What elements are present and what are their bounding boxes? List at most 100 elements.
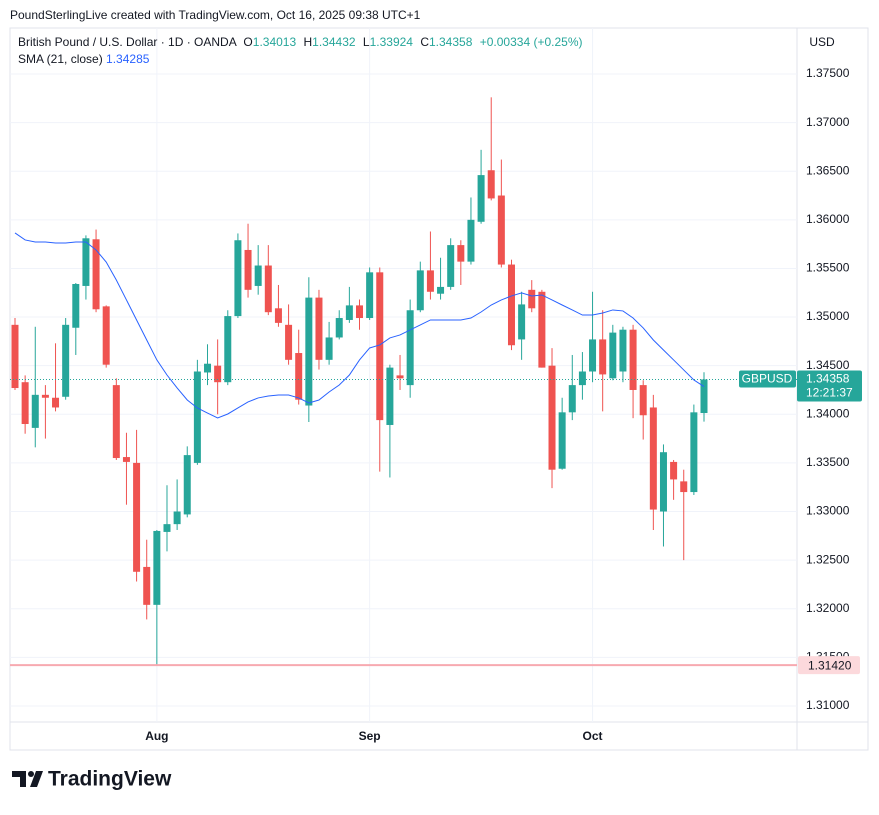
candle-body	[52, 397, 60, 408]
candle-body	[578, 371, 586, 386]
candle-body	[670, 461, 678, 480]
candle-body	[528, 289, 536, 309]
price-tag	[797, 370, 862, 402]
change: +0.00334 (+0.25%)	[480, 35, 583, 49]
l-value: 1.33924	[370, 35, 414, 49]
candle-body	[416, 270, 424, 311]
candle-body	[295, 353, 303, 400]
candle-body	[214, 365, 222, 383]
chart-frame	[9, 27, 869, 751]
candle-body	[72, 283, 80, 328]
y-tick-label: 1.36500	[806, 163, 850, 177]
candle-body	[639, 385, 647, 416]
legend-line: British Pound / U.S. Dollar · 1D · OANDA…	[18, 35, 582, 49]
c-label: C	[420, 35, 429, 49]
candle-body	[406, 310, 414, 386]
logo-text: TradingView	[48, 768, 172, 791]
candle-body	[396, 375, 404, 379]
y-tick-label: 1.34000	[806, 406, 850, 420]
y-tick-label: 1.37000	[806, 115, 850, 129]
candle-body	[589, 339, 597, 372]
candle-body	[548, 365, 556, 470]
candle-body	[457, 245, 465, 262]
title: British Pound / U.S. Dollar · 1D · OANDA	[18, 35, 237, 49]
candle-body	[11, 324, 19, 389]
candle-body	[82, 238, 90, 286]
logo-icon	[12, 771, 43, 787]
candle-body	[568, 385, 576, 413]
candle-body	[649, 407, 657, 510]
y-tick-label: 1.37500	[806, 66, 850, 80]
plot	[11, 97, 708, 666]
candle-body	[659, 452, 667, 512]
candle-body	[21, 382, 29, 425]
candle-body	[690, 412, 698, 493]
candle-body	[426, 270, 434, 292]
o-value: 1.34013	[253, 35, 297, 49]
sma-name: SMA (21, close)	[18, 52, 103, 66]
attribution: PoundSterlingLive created with TradingVi…	[10, 8, 421, 22]
level-tag	[798, 656, 860, 675]
symbol-tag	[739, 370, 796, 388]
candle-body	[62, 324, 70, 397]
currency: USD	[809, 35, 835, 49]
candle-body	[315, 297, 323, 360]
y-tick-label: 1.34500	[806, 358, 850, 372]
candle-body	[285, 324, 293, 360]
grid	[10, 28, 797, 722]
sma-value: 1.34285	[106, 52, 150, 66]
candle-body	[153, 530, 161, 605]
c-value: 1.34358	[429, 35, 473, 49]
candle-body	[305, 297, 313, 406]
candle-body	[173, 511, 181, 525]
candle-body	[254, 265, 262, 286]
x-tick-label: Oct	[583, 729, 603, 743]
candle-body	[204, 363, 212, 373]
candle-body	[487, 170, 495, 199]
candle-body	[366, 272, 374, 319]
y-tick-label: 1.32500	[806, 552, 850, 566]
y-tick-label: 1.36000	[806, 212, 850, 226]
candle-body	[356, 305, 363, 319]
candle-body	[133, 462, 141, 572]
candle-body	[680, 481, 688, 493]
candle-body	[92, 239, 100, 310]
candle-body	[244, 249, 252, 290]
price-label: 1.34358	[806, 372, 850, 386]
candle-body	[264, 265, 272, 313]
logo: TradingView	[12, 768, 172, 791]
candle-body	[183, 455, 191, 515]
symbol-label: GBPUSD	[742, 372, 793, 386]
x-tick-label: Aug	[145, 729, 168, 743]
candle-body	[700, 379, 708, 414]
candle-body	[558, 412, 566, 469]
overlay: 1.310001.315001.320001.325001.330001.335…	[10, 66, 862, 743]
sma-line	[14, 232, 705, 419]
candle-body	[447, 245, 455, 287]
candle-body	[274, 308, 282, 323]
y-tick-label: 1.33000	[806, 504, 850, 518]
countdown-label: 12:21:37	[806, 386, 853, 400]
candle-body	[345, 305, 353, 320]
candle-body	[163, 524, 171, 532]
candle-body	[41, 394, 49, 398]
y-tick-label: 1.35500	[806, 261, 850, 275]
candle-body	[193, 371, 201, 463]
candle-body	[437, 286, 445, 294]
h-label: H	[304, 35, 313, 49]
candle-body	[335, 318, 343, 338]
candle-body	[497, 195, 505, 265]
candle-body	[518, 304, 526, 340]
candle-body	[629, 329, 637, 390]
l-label: L	[363, 35, 370, 49]
candle-body	[325, 337, 333, 360]
candle-body	[224, 316, 232, 383]
sma-legend: SMA (21, close) 1.34285	[18, 52, 150, 66]
candle-body	[507, 264, 515, 346]
o-label: O	[243, 35, 252, 49]
x-tick-label: Sep	[359, 729, 381, 743]
candle-body	[143, 566, 151, 605]
candle-body	[112, 385, 120, 459]
candle-body	[477, 175, 485, 222]
